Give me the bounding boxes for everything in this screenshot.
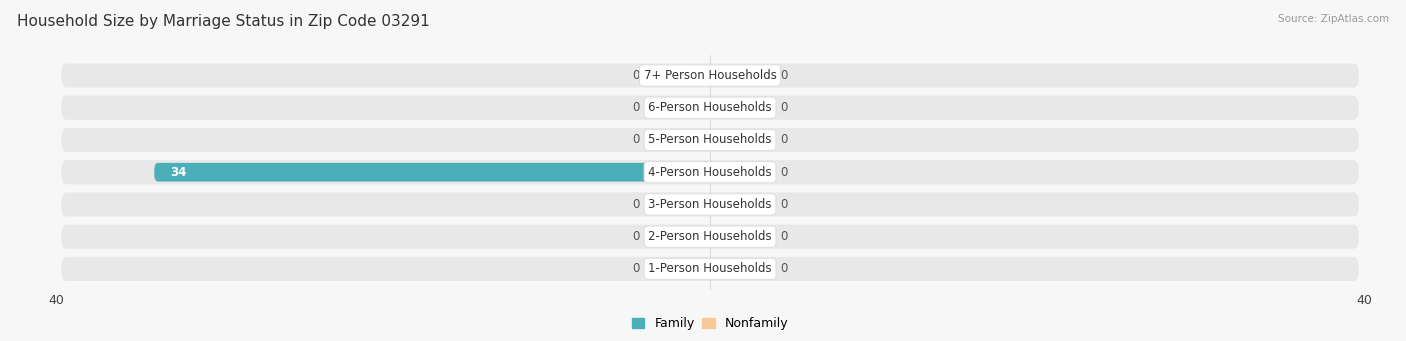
FancyBboxPatch shape [652,260,710,278]
Text: 0: 0 [780,101,787,114]
FancyBboxPatch shape [710,227,768,246]
FancyBboxPatch shape [710,260,768,278]
Text: 0: 0 [780,263,787,276]
Text: 7+ Person Households: 7+ Person Households [644,69,776,82]
Text: 4-Person Households: 4-Person Households [648,166,772,179]
Text: 0: 0 [633,69,640,82]
Text: 0: 0 [780,198,787,211]
Text: 0: 0 [633,198,640,211]
FancyBboxPatch shape [710,131,768,149]
FancyBboxPatch shape [60,192,1360,217]
Text: Household Size by Marriage Status in Zip Code 03291: Household Size by Marriage Status in Zip… [17,14,430,29]
Text: 3-Person Households: 3-Person Households [648,198,772,211]
FancyBboxPatch shape [60,128,1360,152]
FancyBboxPatch shape [60,225,1360,249]
Legend: Family, Nonfamily: Family, Nonfamily [627,312,793,335]
FancyBboxPatch shape [710,163,768,181]
Text: 0: 0 [633,101,640,114]
Text: 0: 0 [780,230,787,243]
Text: 1-Person Households: 1-Person Households [648,263,772,276]
FancyBboxPatch shape [155,163,710,181]
FancyBboxPatch shape [710,66,768,85]
FancyBboxPatch shape [710,195,768,214]
Text: 0: 0 [633,230,640,243]
Text: 0: 0 [633,133,640,147]
FancyBboxPatch shape [60,257,1360,281]
FancyBboxPatch shape [652,131,710,149]
Text: 5-Person Households: 5-Person Households [648,133,772,147]
FancyBboxPatch shape [652,227,710,246]
Text: 34: 34 [170,166,187,179]
Text: 0: 0 [633,263,640,276]
Text: Source: ZipAtlas.com: Source: ZipAtlas.com [1278,14,1389,24]
FancyBboxPatch shape [60,96,1360,120]
Text: 2-Person Households: 2-Person Households [648,230,772,243]
FancyBboxPatch shape [60,63,1360,88]
Text: 0: 0 [780,133,787,147]
FancyBboxPatch shape [652,195,710,214]
FancyBboxPatch shape [710,99,768,117]
Text: 0: 0 [780,166,787,179]
FancyBboxPatch shape [652,99,710,117]
FancyBboxPatch shape [652,66,710,85]
FancyBboxPatch shape [60,160,1360,184]
Text: 6-Person Households: 6-Person Households [648,101,772,114]
Text: 0: 0 [780,69,787,82]
